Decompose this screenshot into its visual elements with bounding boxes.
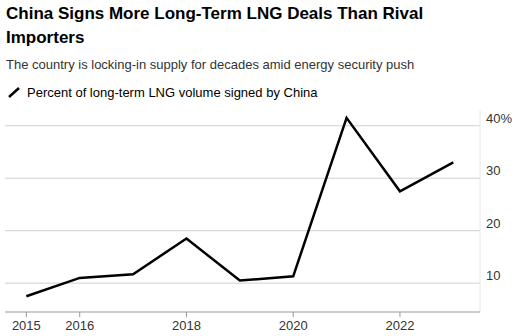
grid-line <box>5 178 480 179</box>
line-series <box>26 118 453 296</box>
x-tick-label: 2020 <box>279 318 308 333</box>
grid-line <box>5 283 480 284</box>
x-tick-label: 2015 <box>12 318 41 333</box>
x-tick <box>186 312 187 317</box>
y-tick-label: 30 <box>486 163 500 178</box>
legend-swatch <box>9 88 19 97</box>
x-tick <box>79 312 80 317</box>
x-tick-label: 2022 <box>385 318 414 333</box>
legend-label: Percent of long-term LNG volume signed b… <box>27 85 318 100</box>
x-tick <box>293 312 294 317</box>
title-line: China Signs More Long-Term LNG Deals Tha… <box>6 4 423 23</box>
plot-area <box>26 118 453 296</box>
y-tick-label: 10 <box>486 268 500 283</box>
x-tick-label: 2018 <box>172 318 201 333</box>
x-tick <box>399 312 400 317</box>
y-tick-label: 20 <box>486 216 500 231</box>
subtitle: The country is locking-in supply for dec… <box>6 57 414 72</box>
grid-line <box>5 230 480 231</box>
y-axis-line <box>480 110 481 312</box>
y-tick-label: 40% <box>486 111 512 126</box>
title: China Signs More Long-Term LNG Deals Tha… <box>6 4 423 47</box>
x-tick-label: 2016 <box>65 318 94 333</box>
x-axis-line <box>5 312 480 313</box>
x-tick <box>26 312 27 317</box>
title-line: Importers <box>6 28 84 47</box>
chart: China Signs More Long-Term LNG Deals Tha… <box>0 0 516 336</box>
grid-line <box>5 125 480 126</box>
